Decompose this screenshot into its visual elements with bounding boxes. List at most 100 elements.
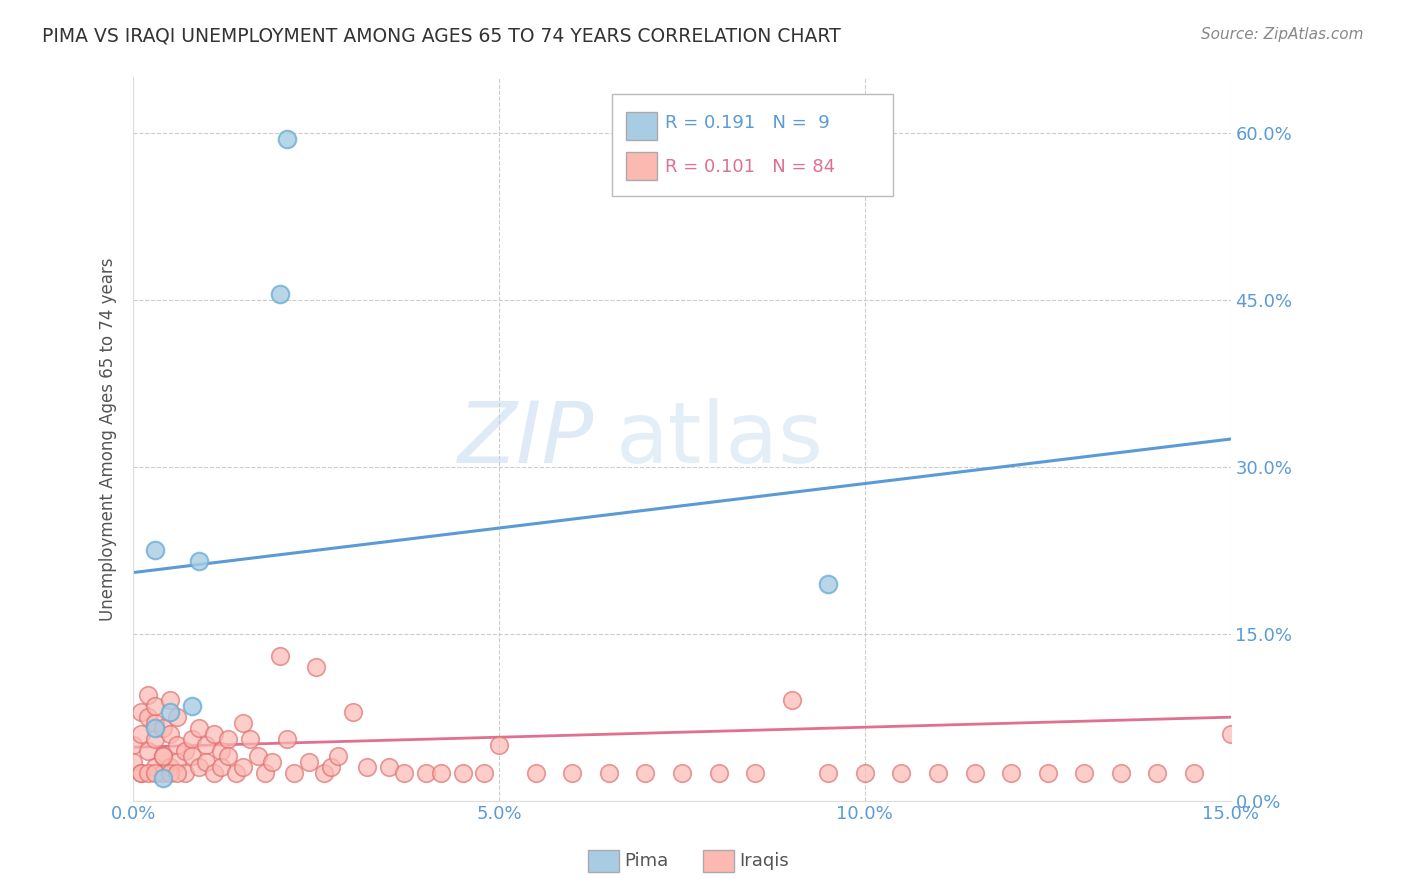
Point (744, 765, 766, 780)
Point (707, 765, 730, 780)
Text: PIMA VS IRAQI UNEMPLOYMENT AMONG AGES 65 TO 74 YEARS CORRELATION CHART: PIMA VS IRAQI UNEMPLOYMENT AMONG AGES 65… (42, 27, 841, 45)
Point (152, 749, 174, 764)
Point (524, 765, 547, 780)
Point (209, 760, 232, 774)
Point (1219, 727, 1241, 741)
Point (392, 765, 415, 780)
Point (312, 765, 335, 780)
Point (122, 755, 145, 769)
Point (1109, 765, 1132, 780)
Point (963, 765, 986, 780)
Point (225, 765, 247, 780)
Point (152, 772, 174, 786)
Point (1146, 765, 1168, 780)
Point (415, 765, 437, 780)
Point (246, 749, 269, 764)
Point (202, 727, 225, 741)
Point (173, 765, 195, 780)
Point (342, 705, 364, 719)
Point (202, 765, 225, 780)
Point (152, 749, 174, 764)
Point (890, 765, 912, 780)
Y-axis label: Unemployment Among Ages 65 to 74 years: Unemployment Among Ages 65 to 74 years (100, 257, 117, 621)
Point (166, 755, 188, 769)
Point (136, 765, 159, 780)
Text: R = 0.191   N =  9: R = 0.191 N = 9 (665, 114, 830, 132)
Point (817, 765, 839, 780)
Point (195, 755, 218, 769)
Point (283, 765, 305, 780)
Point (143, 765, 166, 780)
Point (188, 554, 211, 568)
Point (429, 765, 451, 780)
Point (180, 732, 202, 747)
Point (232, 715, 254, 730)
Point (1036, 765, 1059, 780)
Point (136, 688, 159, 702)
Text: Source: ZipAtlas.com: Source: ZipAtlas.com (1201, 27, 1364, 42)
Point (143, 721, 166, 735)
Point (634, 765, 657, 780)
Point (451, 765, 474, 780)
Point (159, 693, 181, 707)
Point (1182, 765, 1205, 780)
Point (143, 543, 166, 558)
Point (159, 727, 181, 741)
Point (561, 765, 583, 780)
Point (152, 721, 174, 735)
Point (598, 765, 620, 780)
Text: R = 0.101   N = 84: R = 0.101 N = 84 (665, 158, 835, 176)
Point (298, 755, 321, 769)
Text: ZIP: ZIP (458, 398, 595, 481)
Point (152, 765, 174, 780)
Point (129, 727, 152, 741)
Point (276, 732, 298, 747)
Point (136, 710, 159, 724)
Point (262, 755, 284, 769)
Point (159, 705, 181, 719)
Point (129, 765, 152, 780)
Point (217, 749, 239, 764)
Point (1073, 765, 1095, 780)
Point (122, 738, 145, 752)
Point (166, 765, 188, 780)
Point (136, 743, 159, 757)
Point (180, 699, 202, 714)
Point (474, 765, 496, 780)
Point (159, 760, 181, 774)
Point (269, 287, 291, 301)
Point (166, 738, 188, 752)
Point (853, 765, 876, 780)
Point (188, 721, 211, 735)
Point (143, 715, 166, 730)
Point (780, 693, 803, 707)
Point (1000, 765, 1022, 780)
Point (817, 576, 839, 591)
Point (143, 732, 166, 747)
Point (927, 765, 949, 780)
Point (188, 760, 211, 774)
Point (129, 705, 152, 719)
Point (180, 749, 202, 764)
Point (173, 743, 195, 757)
Point (129, 765, 152, 780)
Point (269, 648, 291, 663)
Point (305, 660, 328, 674)
Point (239, 732, 262, 747)
Point (217, 732, 239, 747)
Point (378, 760, 401, 774)
Point (159, 765, 181, 780)
Point (143, 760, 166, 774)
Text: Iraqis: Iraqis (740, 852, 789, 870)
Point (319, 760, 342, 774)
Point (356, 760, 378, 774)
Point (195, 738, 218, 752)
Point (209, 743, 232, 757)
Point (143, 699, 166, 714)
Point (276, 131, 298, 145)
Point (488, 738, 510, 752)
Point (253, 765, 276, 780)
Point (232, 760, 254, 774)
Point (671, 765, 693, 780)
Text: atlas: atlas (616, 398, 824, 481)
